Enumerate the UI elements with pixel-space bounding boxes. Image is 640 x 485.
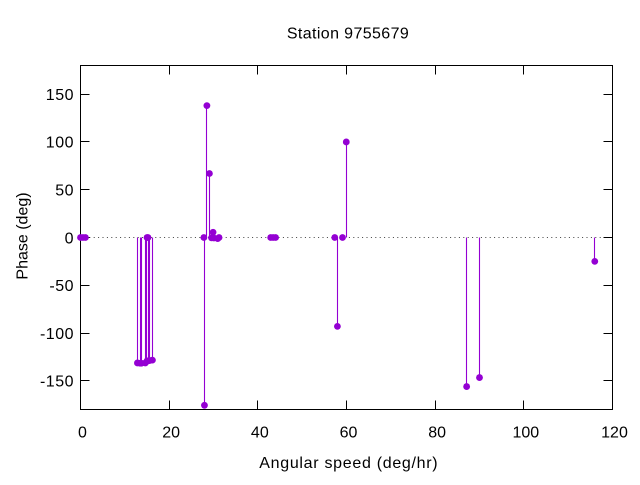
svg-text:Station 9755679: Station 9755679 [287, 26, 409, 43]
svg-text:-50: -50 [49, 278, 74, 295]
svg-text:40: 40 [251, 425, 269, 442]
svg-text:120: 120 [601, 425, 628, 442]
svg-text:50: 50 [55, 183, 74, 200]
svg-text:150: 150 [46, 87, 74, 104]
svg-text:0: 0 [78, 425, 87, 442]
svg-text:100: 100 [512, 425, 539, 442]
svg-text:Angular speed (deg/hr): Angular speed (deg/hr) [259, 455, 438, 472]
svg-text:Phase (deg): Phase (deg) [15, 192, 32, 279]
svg-text:-100: -100 [40, 326, 74, 343]
svg-text:80: 80 [428, 425, 446, 442]
svg-text:20: 20 [162, 425, 180, 442]
svg-text:0: 0 [65, 230, 74, 247]
svg-text:-150: -150 [40, 374, 74, 391]
svg-text:100: 100 [46, 135, 74, 152]
svg-text:60: 60 [340, 425, 358, 442]
